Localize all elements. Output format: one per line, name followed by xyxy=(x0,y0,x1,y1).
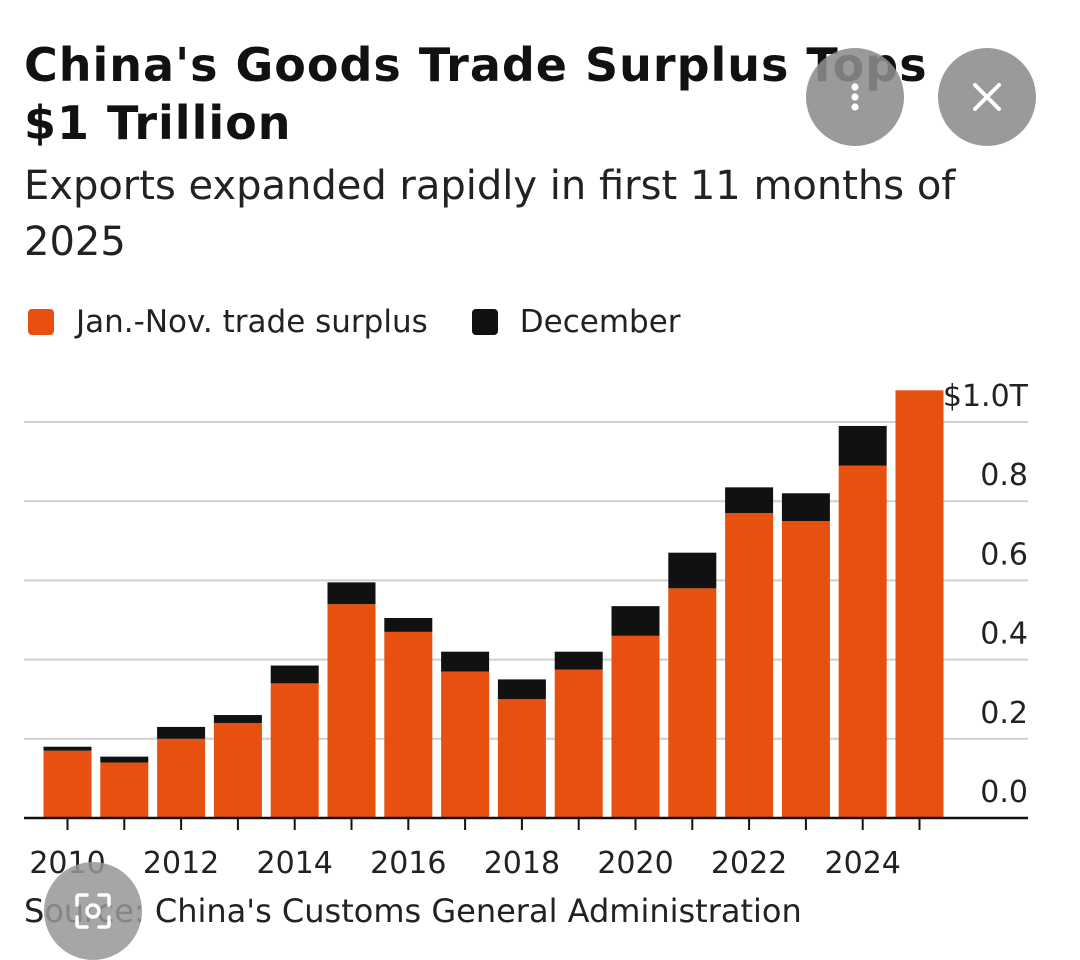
bar-jan-nov-2024 xyxy=(838,465,887,818)
legend: Jan.-Nov. trade surplus December xyxy=(28,300,725,344)
legend-swatch-jan-nov xyxy=(28,309,54,335)
y-tick-label: 0.6 xyxy=(980,537,1028,572)
x-tick-label: 2018 xyxy=(484,846,560,880)
y-tick-label: 0.8 xyxy=(980,458,1028,493)
bar-jan-nov-2025 xyxy=(895,390,944,818)
bar-december-2014 xyxy=(270,665,319,684)
y-tick-label: 0.4 xyxy=(980,617,1028,652)
bar-december-2017 xyxy=(441,651,490,672)
legend-item-jan-nov: Jan.-Nov. trade surplus xyxy=(28,304,428,340)
bar-december-2016 xyxy=(384,618,433,632)
x-tick-label: 2014 xyxy=(257,846,333,880)
bar-jan-nov-2012 xyxy=(157,738,206,818)
bar-jan-nov-2013 xyxy=(213,722,262,818)
bar-jan-nov-2015 xyxy=(327,604,376,818)
legend-label-december: December xyxy=(519,304,681,340)
y-axis-labels: $1.0T 0.8 0.6 0.4 0.2 0.0 xyxy=(943,379,1029,810)
bar-december-2019 xyxy=(554,651,603,670)
bar-jan-nov-2019 xyxy=(554,669,603,818)
bar-jan-nov-2016 xyxy=(384,631,433,818)
x-tick-label: 2024 xyxy=(825,846,901,880)
bar-december-2023 xyxy=(781,493,830,521)
x-tick-label: 2022 xyxy=(711,846,787,880)
bar-jan-nov-2023 xyxy=(781,521,830,818)
bar-jan-nov-2010 xyxy=(43,750,92,818)
more-options-button[interactable] xyxy=(806,48,904,146)
bar-jan-nov-2017 xyxy=(441,671,490,818)
bar-chart: 2010 2012 2014 2016 2018 2020 2022 2024 $1.0T0.… xyxy=(24,379,1029,880)
bar-december-2015 xyxy=(327,582,376,605)
x-tick-label: 2016 xyxy=(370,846,446,880)
bar-jan-nov-2022 xyxy=(725,513,774,818)
bar-jan-nov-2018 xyxy=(497,699,546,818)
bar-december-2021 xyxy=(668,552,717,589)
bar-jan-nov-2011 xyxy=(100,762,149,818)
x-tick-label: 2020 xyxy=(597,846,673,880)
y-tick-label: 0.2 xyxy=(980,696,1028,731)
bar-december-2024 xyxy=(838,425,887,466)
x-axis: 2010 2012 2014 2016 2018 2020 2022 2024 xyxy=(24,816,1028,880)
chart-title: China's Goods Trade Surplus Tops $1 Tril… xyxy=(24,38,928,150)
close-icon xyxy=(973,83,1001,111)
bar-jan-nov-2014 xyxy=(270,683,319,818)
bar-december-2020 xyxy=(611,606,660,636)
bar-december-2012 xyxy=(157,726,206,739)
source-note: Source: China's Customs General Administ… xyxy=(24,892,802,930)
bar-december-2018 xyxy=(497,679,546,700)
lens-icon xyxy=(75,893,111,929)
more-vertical-icon xyxy=(851,83,859,111)
bar-december-2011 xyxy=(100,756,149,763)
legend-item-december: December xyxy=(471,304,681,340)
lens-button[interactable] xyxy=(44,862,142,960)
y-tick-label: 0.0 xyxy=(980,775,1028,810)
y-tick-label: $1.0T xyxy=(943,379,1029,414)
close-button[interactable] xyxy=(938,48,1036,146)
bars xyxy=(43,390,944,818)
x-tick-label: 2012 xyxy=(143,846,219,880)
bar-jan-nov-2020 xyxy=(611,635,660,818)
bar-jan-nov-2021 xyxy=(668,588,717,818)
legend-label-jan-nov: Jan.-Nov. trade surplus xyxy=(76,304,428,340)
bar-december-2022 xyxy=(725,487,774,514)
legend-swatch-december xyxy=(471,309,498,335)
chart-subtitle: Exports expanded rapidly in first 11 mon… xyxy=(24,163,956,265)
bar-december-2010 xyxy=(43,746,92,751)
bar-december-2013 xyxy=(213,715,262,723)
